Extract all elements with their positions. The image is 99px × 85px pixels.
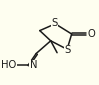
Text: O: O xyxy=(88,29,96,39)
Text: S: S xyxy=(64,45,71,55)
Text: HO: HO xyxy=(1,60,17,70)
Text: N: N xyxy=(30,60,37,70)
Text: S: S xyxy=(52,18,58,28)
